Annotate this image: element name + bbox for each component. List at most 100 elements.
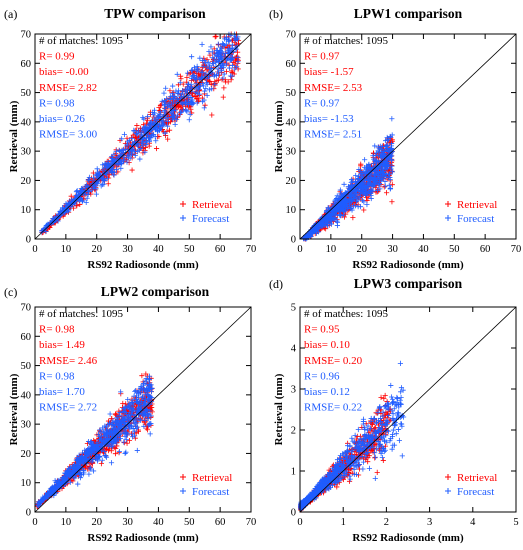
scatter-point-retrieval [220, 94, 226, 100]
x-tick-label: 50 [184, 517, 195, 528]
scatter-point-retrieval [223, 68, 230, 75]
scatter-point-forecast [202, 60, 209, 66]
scatter-point-forecast [103, 171, 110, 177]
stats-retrieval: bias= -1.57 [304, 66, 354, 78]
y-tick-label: 30 [21, 147, 32, 158]
legend-marker [180, 488, 186, 494]
scatter-point-forecast [94, 166, 100, 172]
stats-retrieval: R= 0.99 [39, 51, 75, 63]
scatter-point-forecast [95, 181, 101, 187]
scatter-point-forecast [121, 149, 127, 156]
scatter-point-forecast [134, 132, 140, 138]
scatter-point-retrieval [213, 33, 219, 39]
stats-forecast: bias= 0.26 [39, 113, 85, 125]
y-tick-label: 60 [286, 59, 297, 70]
scatter-point-forecast [204, 80, 210, 86]
legend: Retrieval Forecast [180, 199, 232, 225]
scatter-point-forecast [150, 109, 156, 116]
x-tick-label: 60 [215, 244, 226, 255]
scatter-point-forecast [210, 55, 216, 61]
scatter-point-retrieval [165, 136, 171, 142]
scatter-point-retrieval [126, 438, 133, 444]
stats-forecast: RMSE= 2.72 [39, 402, 97, 414]
x-tick-label: 30 [387, 244, 398, 255]
scatter-point-retrieval [90, 170, 96, 176]
y-tick-label: 50 [21, 361, 32, 372]
scatter-point-forecast [194, 63, 200, 69]
scatter-point-retrieval [225, 79, 231, 85]
legend-entry: Forecast [192, 213, 229, 225]
legend-entry: Retrieval [192, 199, 232, 211]
scatter-point-retrieval [212, 34, 218, 40]
scatter-point-retrieval [346, 478, 353, 484]
scatter-point-retrieval [209, 112, 215, 118]
scatter-point-retrieval [221, 85, 227, 91]
scatter-point-forecast [209, 86, 215, 92]
scatter-point-retrieval [163, 132, 169, 139]
x-tick-label: 0 [32, 517, 37, 528]
scatter-point-forecast [213, 47, 219, 53]
scatter-point-forecast [140, 114, 146, 121]
scatter-point-forecast [118, 165, 124, 171]
scatter-point-forecast [153, 138, 159, 144]
scatter-point-forecast [109, 169, 115, 175]
scatter-point-forecast [148, 135, 154, 141]
scatter-point-forecast [150, 132, 156, 138]
scatter-point-forecast [229, 62, 236, 69]
scatter-point-forecast [372, 143, 378, 149]
scatter-point-retrieval [124, 135, 130, 141]
scatter-point-forecast [215, 58, 222, 65]
x-tick-label: 50 [184, 244, 195, 255]
scatter-point-retrieval [230, 59, 236, 66]
scatter-point-forecast [200, 69, 206, 76]
stats-retrieval: RMSE= 2.82 [39, 82, 97, 94]
scatter-point-forecast [148, 119, 154, 125]
stats-forecast: R= 0.98 [39, 97, 75, 109]
scatter-point-forecast [225, 56, 231, 62]
scatter-point-forecast [193, 81, 199, 87]
scatter-point-forecast [178, 94, 184, 100]
y-tick-label: 0 [291, 235, 296, 246]
legend-entry: Retrieval [457, 199, 497, 211]
stats-retrieval: R= 0.97 [304, 51, 340, 63]
y-tick-label: 70 [21, 303, 32, 314]
scatter-point-forecast [152, 126, 158, 132]
scatter-point-forecast [172, 121, 178, 127]
scatter-point-forecast [122, 450, 128, 457]
scatter-point-retrieval [383, 190, 390, 196]
scatter-point-forecast [232, 45, 239, 51]
scatter-point-forecast [80, 198, 86, 204]
scatter-point-forecast [74, 188, 80, 194]
scatter-point-forecast [82, 184, 88, 190]
stats-retrieval: RMSE= 2.53 [304, 82, 363, 94]
scatter-point-forecast [63, 202, 69, 208]
scatter-point-forecast [220, 41, 227, 48]
scatter-point-retrieval [380, 457, 386, 464]
stats-forecast: bias= 1.70 [39, 386, 85, 398]
chart-title: LPW1 comparison [354, 6, 463, 21]
legend-marker [180, 215, 186, 221]
scatter-point-forecast [160, 121, 166, 127]
x-tick-label: 70 [246, 244, 257, 255]
scatter-point-forecast [188, 67, 195, 74]
scatter-point-forecast [102, 161, 108, 168]
scatter-point-forecast [213, 60, 219, 66]
scatter-point-retrieval [177, 73, 184, 79]
scatter-point-forecast [180, 107, 186, 113]
legend-entry: Forecast [192, 486, 229, 498]
x-axis-label: RS92 Radiosonde (mm) [87, 259, 199, 271]
x-tick-label: 30 [122, 517, 133, 528]
scatter-point-retrieval [361, 207, 367, 213]
stats-forecast: RMSE= 2.51 [304, 129, 362, 141]
y-tick-label: 10 [21, 478, 32, 489]
scatter-point-retrieval [381, 395, 387, 402]
x-tick-label: 70 [511, 244, 522, 255]
stats-forecast: R= 0.97 [304, 97, 340, 109]
x-tick-label: 20 [356, 244, 367, 255]
scatter-point-retrieval [187, 70, 194, 76]
scatter-point-forecast [223, 36, 229, 42]
